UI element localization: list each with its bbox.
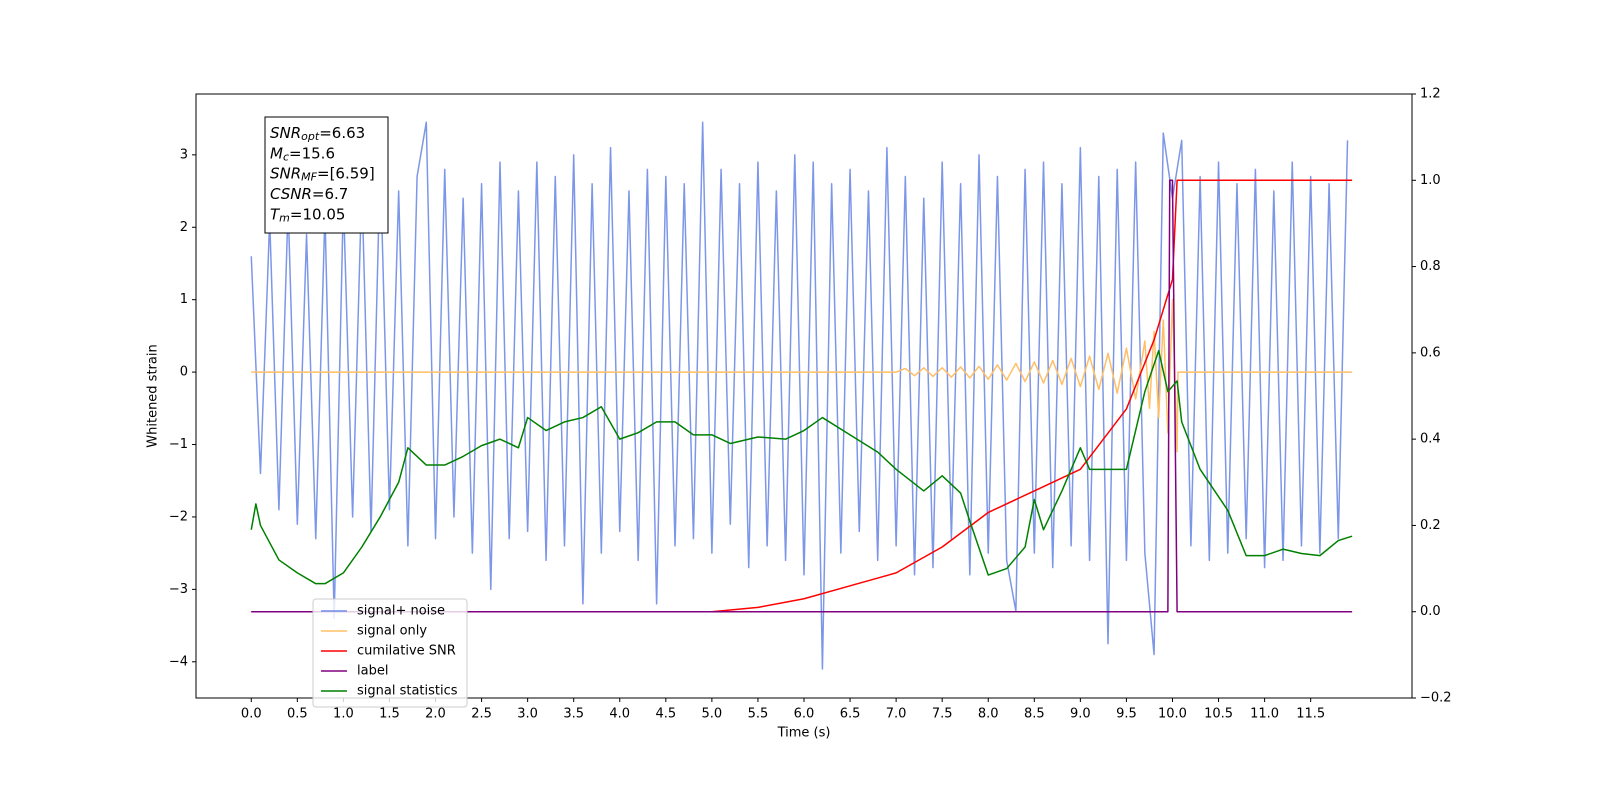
y-tick-label: 2 bbox=[180, 220, 188, 235]
x-tick-label: 5.0 bbox=[702, 707, 723, 722]
legend-box bbox=[312, 598, 468, 708]
x-tick-label: 3.0 bbox=[517, 707, 538, 722]
annotation-main: T bbox=[270, 205, 281, 223]
y2-tick-label: 1.0 bbox=[1420, 173, 1441, 188]
y-tick-label: 3 bbox=[180, 147, 188, 162]
y2-tick-label: 0.6 bbox=[1420, 345, 1441, 360]
legend-label: signal statistics bbox=[357, 684, 458, 699]
series-line bbox=[250, 121, 1349, 670]
y2-tick-label: 0.2 bbox=[1420, 518, 1441, 533]
annotation-value: =6.63 bbox=[319, 124, 365, 142]
y-tick-label: −4 bbox=[169, 654, 188, 669]
y-tick-label: 0 bbox=[180, 365, 188, 380]
annotation-box bbox=[264, 116, 389, 234]
series-line bbox=[250, 349, 1353, 585]
x-tick-label: 11.0 bbox=[1250, 707, 1279, 722]
annotation-value: =15.6 bbox=[289, 144, 335, 162]
x-tick-label: 7.5 bbox=[932, 707, 953, 722]
annotation-line: CSNR=6.7 bbox=[270, 185, 348, 203]
annotation-sub: opt bbox=[301, 130, 320, 143]
x-tick-label: 1.0 bbox=[333, 707, 354, 722]
x-tick-label: 3.5 bbox=[563, 707, 584, 722]
y2-tick-label: 0.8 bbox=[1420, 259, 1441, 274]
legend-label: cumilative SNR bbox=[357, 644, 456, 659]
y-tick-label: −2 bbox=[169, 509, 188, 524]
legend-label: signal+ noise bbox=[357, 604, 445, 619]
series-line bbox=[251, 179, 1353, 613]
legend-label: signal only bbox=[357, 624, 427, 639]
x-tick-label: 2.0 bbox=[425, 707, 446, 722]
annotation-line: Tm=10.05 bbox=[270, 205, 345, 225]
x-tick-label: 9.0 bbox=[1070, 707, 1091, 722]
annotation-line: SNRMF=[6.59] bbox=[270, 164, 375, 184]
x-tick-label: 7.0 bbox=[886, 707, 907, 722]
annotation-sub: MF bbox=[301, 171, 317, 184]
y2-tick-label: 0.4 bbox=[1420, 432, 1441, 447]
x-tick-label: 11.5 bbox=[1296, 707, 1325, 722]
x-tick-label: 10.0 bbox=[1158, 707, 1187, 722]
annotation-value: =6.7 bbox=[312, 185, 348, 203]
series-line bbox=[251, 298, 1353, 453]
annotation-sub: m bbox=[279, 211, 290, 224]
x-tick-label: 4.5 bbox=[655, 707, 676, 722]
annotation-line: Mc=15.6 bbox=[270, 144, 335, 164]
x-tick-label: 8.0 bbox=[978, 707, 999, 722]
annotation-main: SNR bbox=[270, 164, 301, 182]
annotation-value: =10.05 bbox=[290, 205, 346, 223]
x-tick-label: 2.5 bbox=[471, 707, 492, 722]
y-tick-label: 1 bbox=[180, 292, 188, 307]
x-tick-label: 6.5 bbox=[840, 707, 861, 722]
y-axis-label: Whitened strain bbox=[146, 344, 161, 447]
legend-label: label bbox=[357, 664, 388, 679]
y2-tick-label: 0.0 bbox=[1420, 604, 1441, 619]
x-tick-label: 10.5 bbox=[1204, 707, 1233, 722]
x-tick-label: 8.5 bbox=[1024, 707, 1045, 722]
x-tick-label: 6.0 bbox=[794, 707, 815, 722]
x-tick-label: 1.5 bbox=[379, 707, 400, 722]
y-tick-label: −1 bbox=[169, 437, 188, 452]
y2-tick-label: 1.2 bbox=[1420, 87, 1441, 102]
x-tick-label: 9.5 bbox=[1116, 707, 1137, 722]
series-line bbox=[251, 179, 1353, 613]
annotation-line: SNRopt=6.63 bbox=[270, 124, 365, 144]
annotation-main: CSNR bbox=[270, 185, 312, 203]
annotation-main: M bbox=[270, 144, 283, 162]
x-tick-label: 0.5 bbox=[287, 707, 308, 722]
annotation-value: =[6.59] bbox=[317, 164, 375, 182]
annotation-main: SNR bbox=[270, 124, 301, 142]
x-axis-label: Time (s) bbox=[777, 726, 831, 741]
y-tick-label: −3 bbox=[169, 582, 188, 597]
annotation-sub: c bbox=[283, 150, 289, 163]
x-tick-label: 0.0 bbox=[241, 707, 262, 722]
y2-tick-label: −0.2 bbox=[1420, 691, 1452, 706]
x-tick-label: 5.5 bbox=[748, 707, 769, 722]
x-tick-label: 4.0 bbox=[609, 707, 630, 722]
